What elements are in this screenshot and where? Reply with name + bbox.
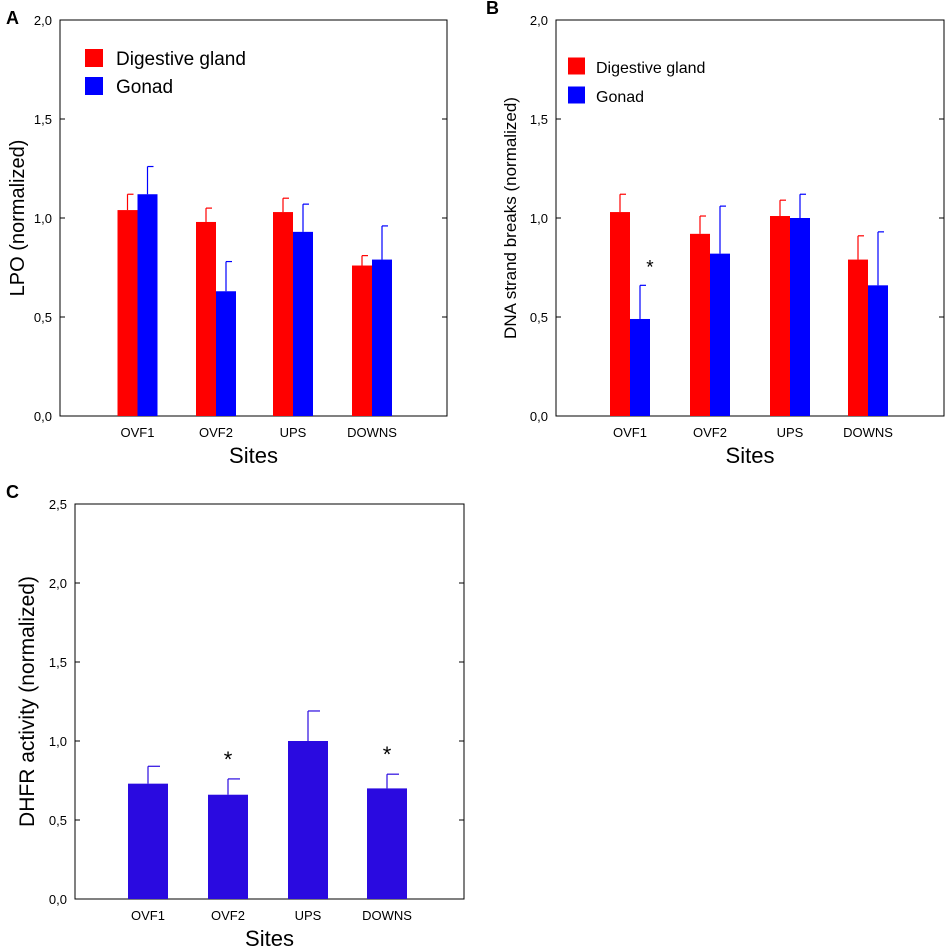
bar-ovf1-first <box>117 210 138 416</box>
y-tick-label: 1,0 <box>49 734 67 749</box>
legend-swatch <box>85 49 103 67</box>
bar-ovf2-second <box>710 253 730 416</box>
x-tick-label: OVF1 <box>131 908 165 923</box>
x-tick-label: OVF1 <box>121 425 155 440</box>
bar-ovf1-first <box>610 212 630 416</box>
panel-c: C 0,0 0,5 1,0 1,5 2,0 2,5 OVF1 OVF2 UPS DOWNS * * DHF… <box>6 482 465 948</box>
legend-label: Digestive gland <box>116 49 246 70</box>
x-tick-label: UPS <box>777 425 804 440</box>
x-tick-label: DOWNS <box>347 425 397 440</box>
bar-ovf1-second <box>137 194 158 416</box>
y-tick-label: 0,5 <box>49 813 67 828</box>
y-axis-label: DHFR activity (normalized) <box>16 576 39 827</box>
y-tick-label: 2,0 <box>530 13 548 28</box>
x-tick-label: DOWNS <box>362 908 412 923</box>
y-tick-label: 1,0 <box>34 211 52 226</box>
y-tick-label: 2,0 <box>49 576 67 591</box>
x-axis-label: Sites <box>229 443 278 468</box>
plot-frame <box>74 503 465 900</box>
legend-swatch <box>85 77 103 95</box>
bar-ovf2-first <box>690 233 710 416</box>
y-tick-label: 1,5 <box>49 655 67 670</box>
y-tick-label: 0,0 <box>34 409 52 424</box>
x-tick-label: UPS <box>295 908 322 923</box>
significance-asterisk: * <box>383 742 392 767</box>
bar-downs-first <box>848 259 868 416</box>
legend-swatch <box>568 57 585 75</box>
y-axis-label: DNA strand breaks (normalized) <box>501 97 520 339</box>
bar-ovf2-second <box>216 291 236 416</box>
y-tick-label: 2,5 <box>49 497 67 512</box>
legend-label: Gonad <box>116 77 173 98</box>
y-axis-label: LPO (normalized) <box>7 140 29 297</box>
legend-swatch <box>568 86 585 104</box>
bar-ovf1-second <box>630 318 650 416</box>
bar-downs-second <box>868 285 888 416</box>
x-axis-label: Sites <box>245 926 294 948</box>
panel-a: A 0,0 0,5 1,0 1,5 2,0 OVF1 OVF2 UPS DOWNS LPO (nor… <box>6 8 448 468</box>
bar-ups-first <box>770 216 790 416</box>
significance-asterisk: * <box>646 257 654 278</box>
y-tick-label: 1,5 <box>34 112 52 127</box>
x-tick-label: OVF2 <box>693 425 727 440</box>
bar-ovf2-first <box>208 794 248 899</box>
x-axis-label: Sites <box>726 443 775 468</box>
panel-letter: A <box>6 8 19 28</box>
significance-asterisk: * <box>224 747 233 772</box>
y-tick-label: 1,5 <box>530 112 548 127</box>
x-tick-label: DOWNS <box>843 425 893 440</box>
legend-label: Gonad <box>596 89 644 106</box>
bar-ups-first <box>273 212 293 416</box>
y-tick-label: 0,5 <box>34 310 52 325</box>
y-tick-label: 0,5 <box>530 310 548 325</box>
bar-ovf1-first <box>128 783 168 899</box>
x-tick-label: OVF1 <box>613 425 647 440</box>
y-tick-label: 0,0 <box>530 409 548 424</box>
x-tick-label: OVF2 <box>211 908 245 923</box>
y-tick-label: 2,0 <box>34 13 52 28</box>
bar-downs-first <box>367 788 407 899</box>
y-tick-label: 0,0 <box>49 892 67 907</box>
legend-label: Digestive gland <box>596 60 705 77</box>
bar-ovf2-first <box>196 221 216 416</box>
panel-b: B 0,0 0,5 1,0 1,5 2,0 OVF1 OVF2 UPS DOWNS * DNA str… <box>486 0 945 468</box>
x-tick-label: UPS <box>280 425 307 440</box>
panel-letter: C <box>6 482 19 502</box>
bar-ups-second <box>790 218 810 416</box>
panel-letter: B <box>486 0 499 18</box>
bar-downs-first <box>352 265 372 416</box>
bar-ups-first <box>288 741 328 899</box>
x-tick-label: OVF2 <box>199 425 233 440</box>
y-tick-label: 1,0 <box>530 211 548 226</box>
bar-downs-second <box>372 259 392 416</box>
bar-ups-second <box>293 231 313 416</box>
